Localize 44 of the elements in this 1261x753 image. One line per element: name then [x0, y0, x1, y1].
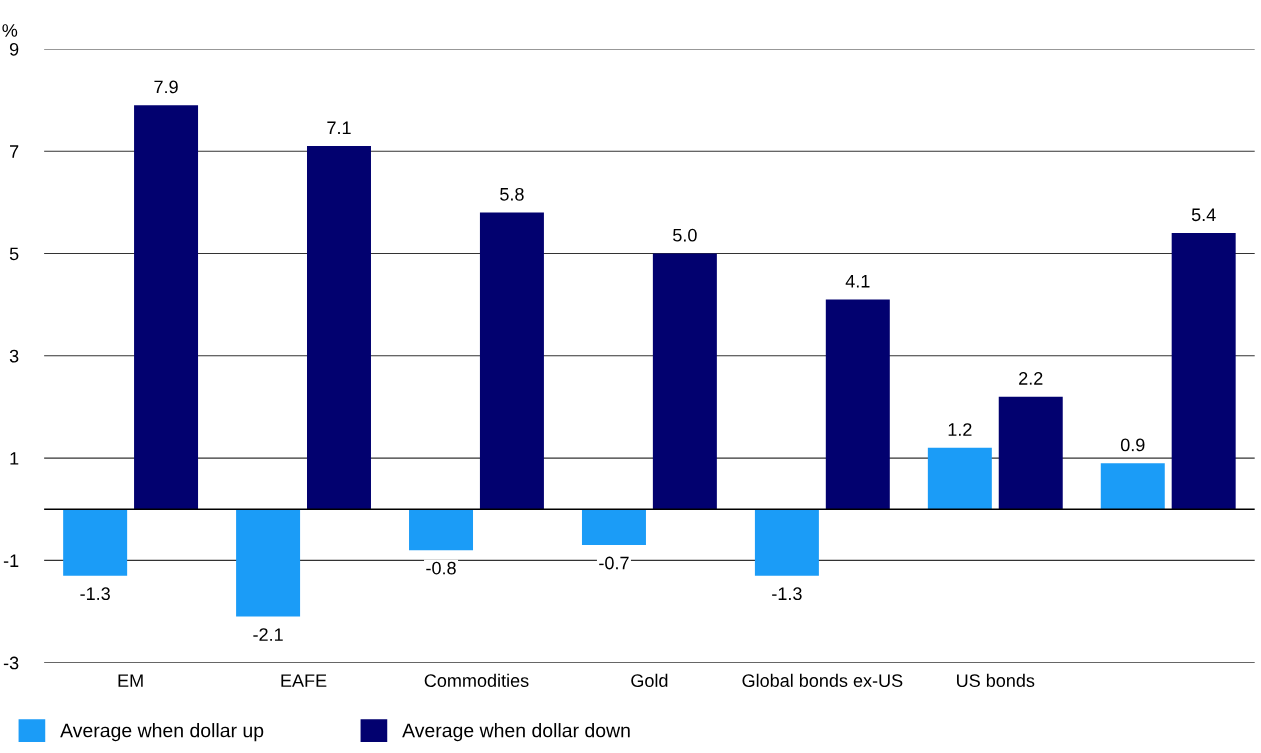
y-tick-label: 7 — [10, 145, 19, 158]
bar — [754, 509, 819, 576]
bar — [998, 396, 1063, 510]
y-tick-label: 9 — [9, 42, 19, 56]
legend-label: Average when dollar down — [402, 723, 630, 742]
x-tick-label: Gold — [631, 673, 668, 688]
data-label: 7.1 — [327, 121, 351, 135]
data-label: 5.8 — [500, 187, 524, 201]
data-label: 2.2 — [1019, 372, 1043, 385]
data-label: 1.2 — [948, 423, 972, 436]
y-tick-label: 1 — [10, 452, 19, 465]
x-tick-label: Commodities — [424, 673, 529, 688]
bar — [1100, 463, 1165, 510]
bar — [652, 253, 717, 510]
y-tick-label: 5 — [9, 247, 19, 261]
x-tick-label: EM — [118, 674, 143, 687]
bar — [307, 146, 371, 510]
y-tick-label: -3 — [3, 656, 19, 670]
x-tick-label: EAFE — [281, 674, 327, 687]
data-label: -2.1 — [253, 628, 283, 641]
data-label: 5.4 — [1191, 208, 1216, 222]
data-label: -0.8 — [426, 561, 456, 575]
legend-label: Average when dollar up — [60, 723, 264, 742]
bar — [63, 509, 128, 576]
bar — [134, 105, 199, 510]
data-label: -1.3 — [772, 587, 802, 601]
bar — [479, 212, 544, 510]
data-label: 7.9 — [154, 80, 178, 94]
data-label: 0.9 — [1120, 438, 1145, 452]
y-tick-label: -1 — [3, 554, 19, 567]
bar — [927, 447, 992, 510]
y-axis-title: % — [2, 24, 18, 37]
bar — [825, 299, 890, 510]
bar — [581, 509, 646, 546]
x-tick-label: US bonds — [957, 673, 1035, 688]
data-label: -1.3 — [80, 587, 110, 601]
bar — [1171, 233, 1236, 510]
x-tick-label: Global bonds ex-US — [742, 673, 903, 688]
y-tick-label: 3 — [9, 349, 19, 363]
bar — [409, 509, 474, 551]
bar — [236, 509, 301, 617]
data-label: 5.0 — [673, 228, 697, 242]
data-label: 4.1 — [845, 275, 870, 288]
data-label: -0.7 — [599, 556, 629, 570]
